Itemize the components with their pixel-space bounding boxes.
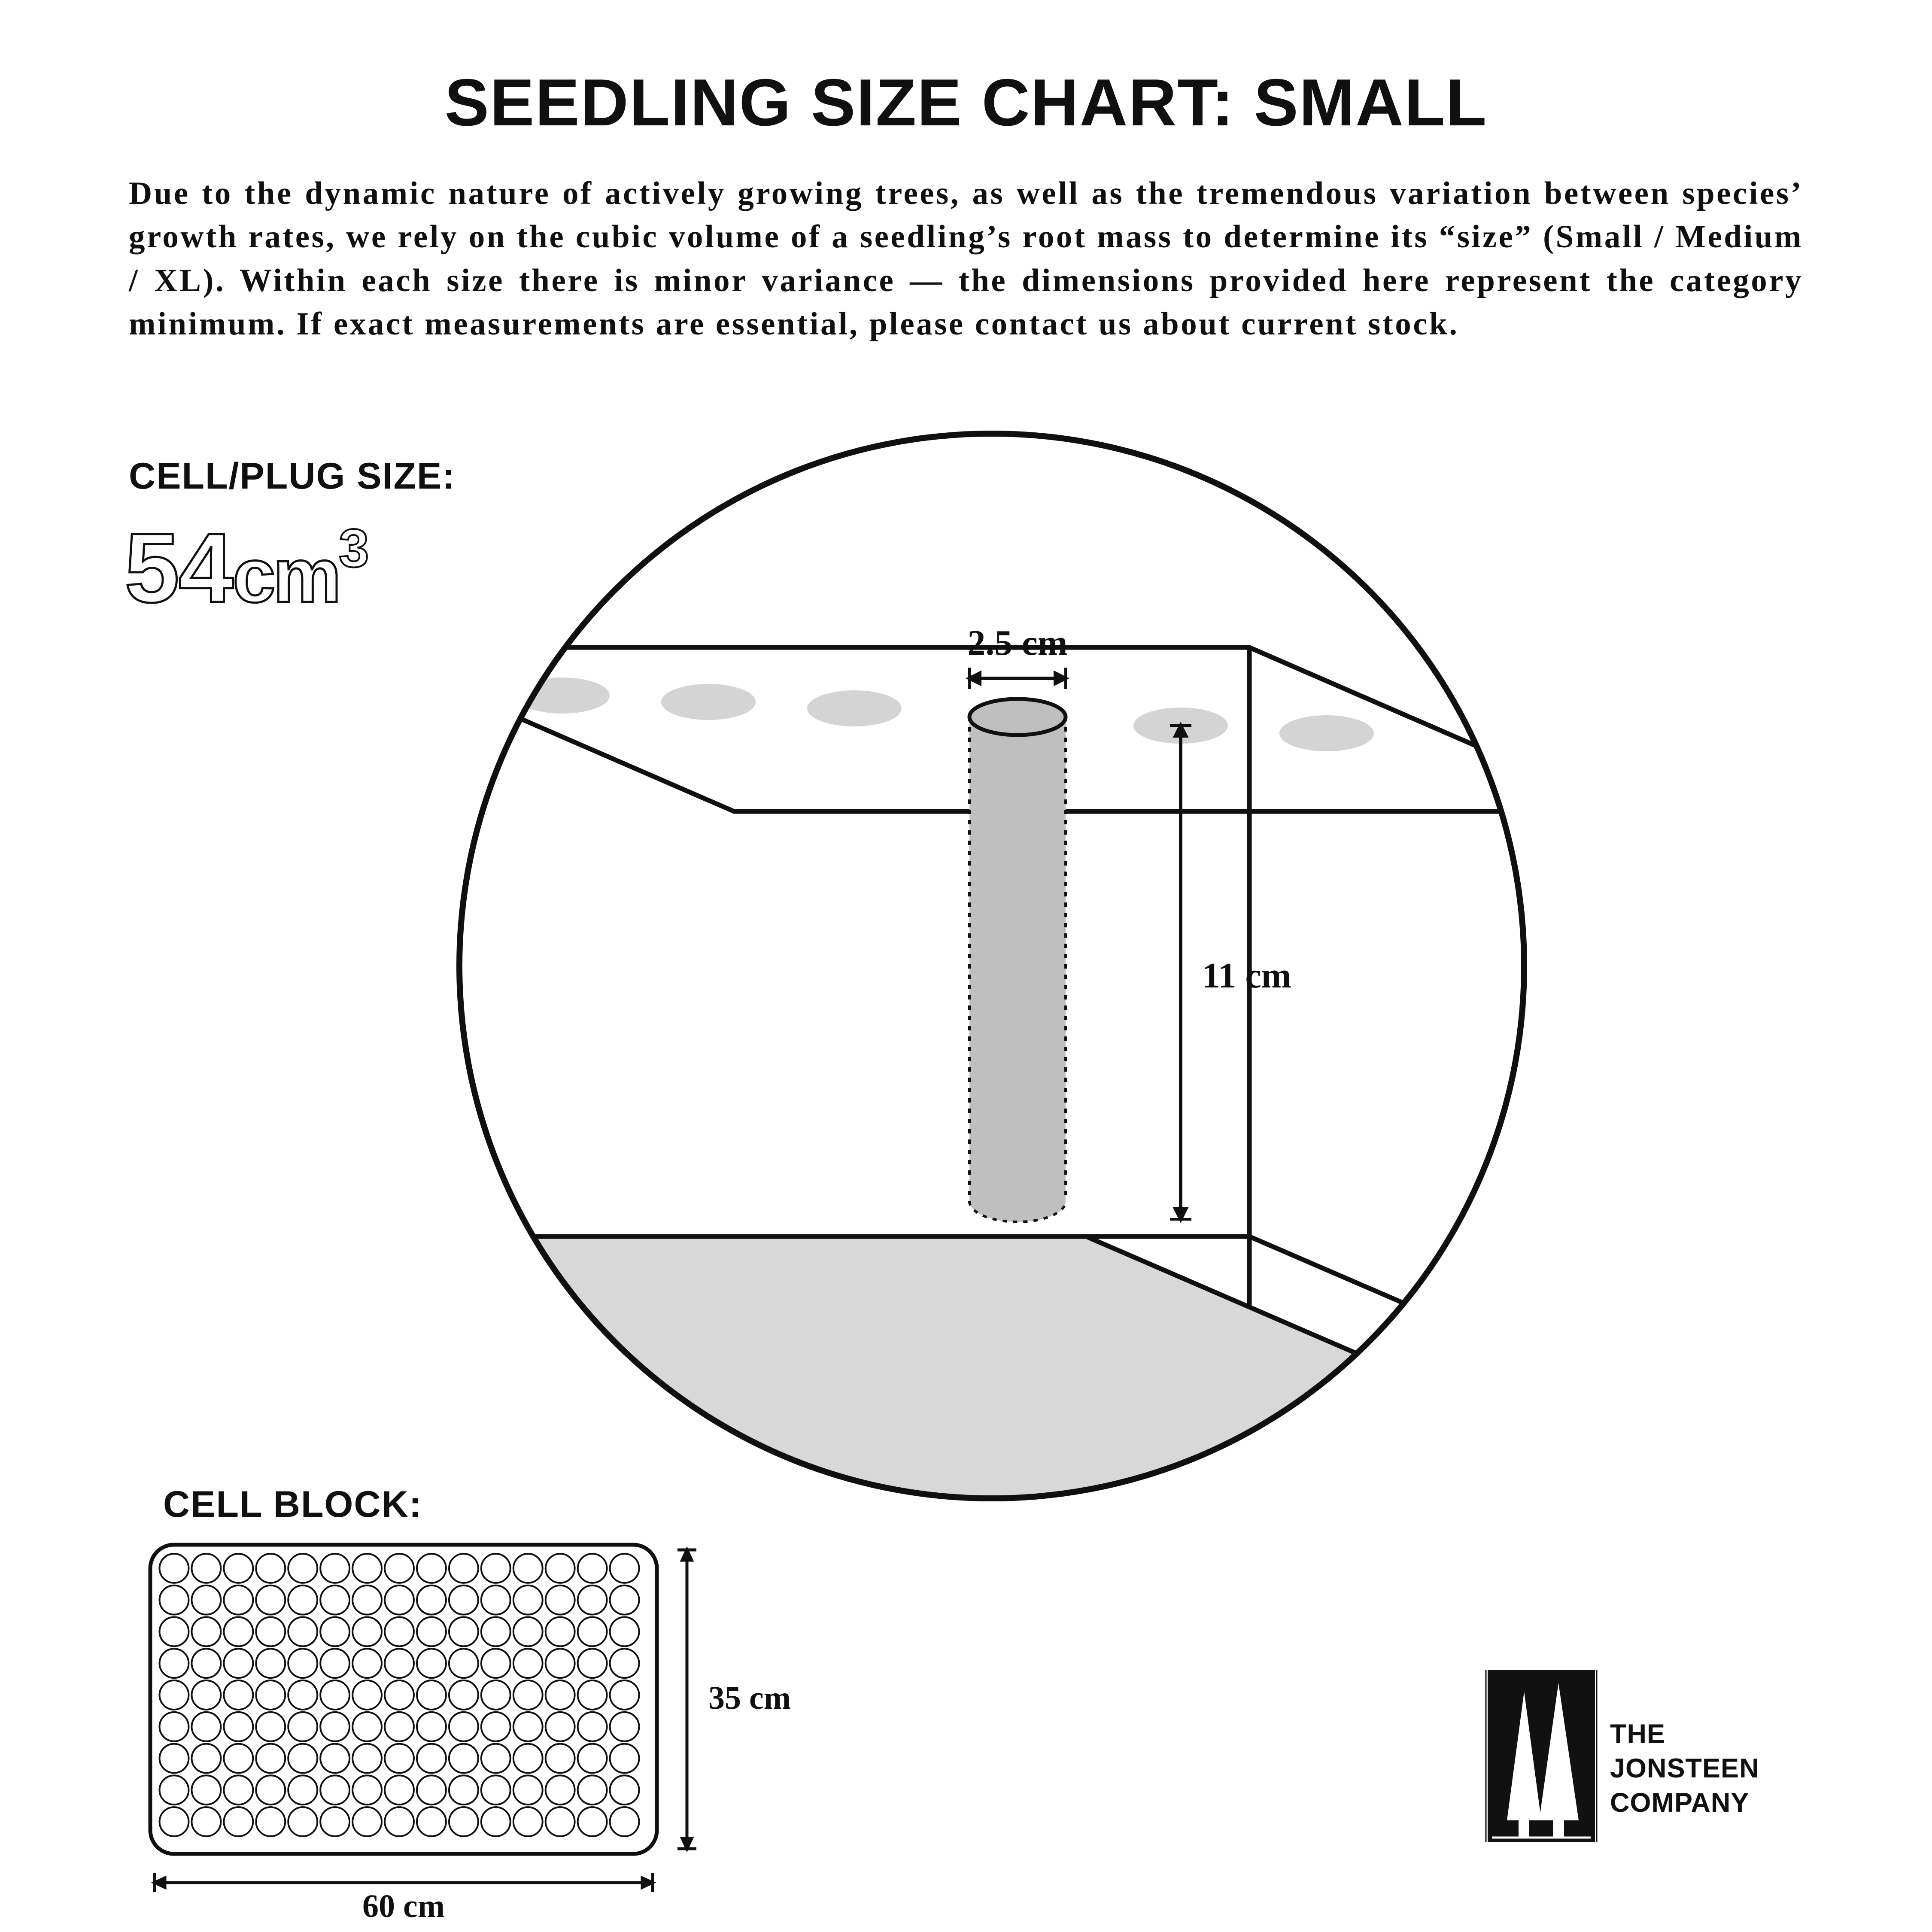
intro-paragraph: Due to the dynamic nature of actively gr… xyxy=(129,172,1803,346)
tray-dim-height xyxy=(677,1550,696,1849)
cell-block-label: CELL BLOCK: xyxy=(163,1483,422,1526)
floor-fill xyxy=(442,1236,1541,1516)
tray-width-label: 60 cm xyxy=(362,1888,445,1923)
plug-size-label: CELL/PLUG SIZE: xyxy=(129,455,456,498)
top-holes xyxy=(515,677,1374,751)
dim-height-label: 11 cm xyxy=(1202,956,1291,996)
tray-height-label: 35 cm xyxy=(708,1680,791,1716)
logo-line3: COMPANY xyxy=(1610,1788,1749,1818)
cell-block-diagram: 35 cm 60 cm xyxy=(142,1537,850,1923)
plug-volume-exp: 3 xyxy=(339,517,368,578)
page-title: SEEDLING SIZE CHART: SMALL xyxy=(0,64,1932,141)
plug-volume-unit: cm xyxy=(233,533,339,619)
logo-line2: JONSTEEN xyxy=(1610,1753,1759,1783)
tray-cells xyxy=(160,1554,639,1836)
plug-cylinder xyxy=(969,699,1066,1222)
dim-width xyxy=(969,668,1066,689)
plug-diagram: 2.5 cm 11 cm xyxy=(442,416,1541,1516)
plug-volume: 54cm3 xyxy=(125,511,368,625)
plug-volume-value: 54 xyxy=(125,513,233,623)
dim-width-label: 2.5 cm xyxy=(967,623,1067,663)
logo-line1: THE xyxy=(1610,1719,1665,1749)
company-logo: THE JONSTEEN COMPANY xyxy=(1483,1666,1818,1846)
dim-height xyxy=(1170,726,1191,1219)
